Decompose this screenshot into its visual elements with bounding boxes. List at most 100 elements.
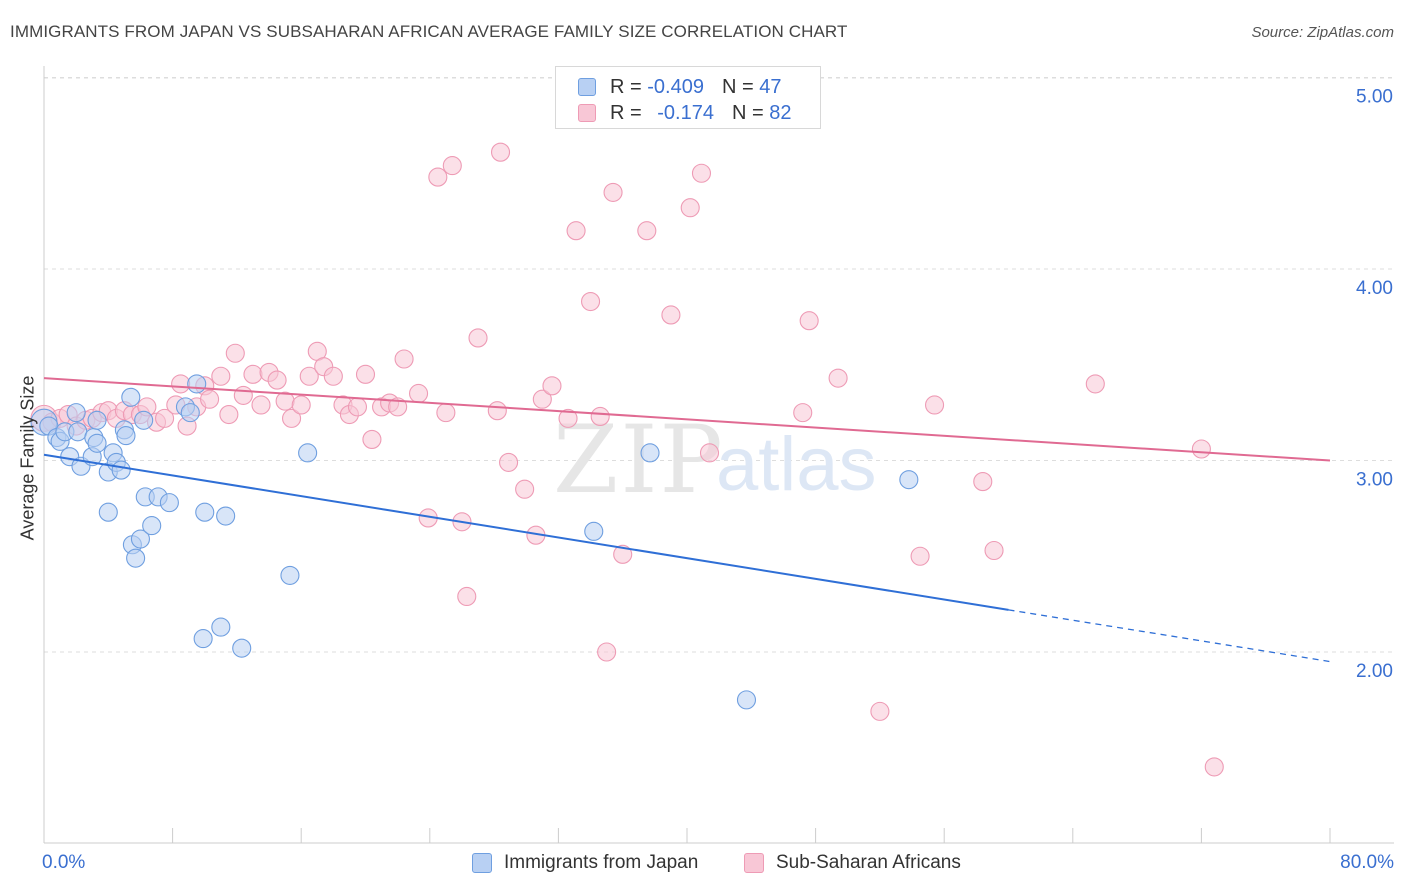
y-tick-label: 2.00 — [1356, 661, 1393, 682]
sub-saharan-point — [291, 395, 311, 415]
sub-saharan-point — [211, 366, 231, 386]
sub-saharan-point — [566, 221, 586, 241]
legend-n-value-japan: 47 — [759, 75, 782, 98]
japan-point — [216, 506, 236, 526]
sub-saharan-point — [155, 408, 175, 428]
japan-point — [98, 502, 118, 522]
legend-item-japan[interactable]: Immigrants from Japan — [472, 852, 698, 874]
sub-saharan-point — [910, 546, 930, 566]
watermark-zip: ZIP — [553, 406, 725, 515]
y-tick-labels: 2.00 3.00 4.00 5.00 — [1356, 87, 1393, 683]
watermark: ZIP atlas — [553, 406, 877, 515]
sub-saharan-point — [580, 292, 601, 312]
sub-saharan-point — [347, 397, 368, 417]
japan-point — [159, 493, 179, 513]
sub-saharan-point — [251, 395, 271, 415]
axes — [43, 66, 1394, 844]
legend-r-value-subsaharan: -0.174 — [657, 101, 714, 124]
japan-point — [640, 443, 660, 463]
correlation-legend: R = -0.409 N = 47 R = -0.174 N = 82 — [555, 66, 821, 129]
legend-label-subsaharan: Sub-Saharan Africans — [776, 852, 961, 873]
sub-saharan-point — [925, 395, 945, 415]
sub-saharan-point — [323, 366, 343, 386]
y-tick-label: 3.00 — [1356, 470, 1393, 491]
sub-saharan-point — [299, 366, 319, 386]
sub-saharan-point — [590, 406, 610, 427]
sub-saharan-point — [558, 408, 578, 428]
japan-point — [193, 629, 213, 649]
japan-point — [180, 403, 200, 423]
sub-saharan-point — [597, 642, 617, 662]
japan-point — [142, 516, 162, 536]
legend-item-subsaharan[interactable]: Sub-Saharan Africans — [744, 852, 961, 874]
japan-point — [195, 502, 215, 522]
sub-saharan-point — [225, 343, 245, 363]
sub-saharan-point — [282, 408, 302, 428]
legend-r-label: R = — [610, 75, 648, 98]
source-label: Source: ZipAtlas.com — [1251, 24, 1394, 41]
sub-saharan-point — [428, 167, 448, 187]
sub-saharan-trend-line — [43, 377, 1331, 462]
sub-saharan-point — [1085, 374, 1105, 394]
japan-point — [232, 638, 252, 658]
japan-point — [130, 529, 150, 549]
legend-n-value-subsaharan: 82 — [769, 101, 792, 124]
sub-saharan-point — [355, 364, 376, 384]
sub-saharan-point — [267, 370, 287, 390]
japan-point — [66, 403, 86, 423]
sub-saharan-point — [680, 198, 700, 218]
sub-saharan-point — [1191, 439, 1211, 459]
sub-saharan-point — [233, 385, 253, 405]
japan-points — [30, 374, 919, 710]
japan-point — [584, 521, 604, 541]
sub-saharan-point — [532, 389, 552, 409]
sub-saharan-point — [661, 305, 681, 325]
x-tick-min: 0.0% — [42, 852, 86, 873]
sub-saharan-point — [1204, 757, 1224, 777]
sub-saharan-point — [973, 472, 993, 492]
sub-saharan-point — [219, 404, 239, 425]
legend-swatch-japan — [472, 853, 492, 873]
x-tick-max: 80.0% — [1340, 852, 1394, 873]
japan-point — [87, 410, 107, 430]
sub-saharan-point — [542, 376, 562, 396]
japan-point — [280, 565, 300, 585]
y-axis-label: Average Family Size — [17, 375, 38, 541]
chart-title: IMMIGRANTS FROM JAPAN VS SUBSAHARAN AFRI… — [10, 22, 848, 41]
japan-point — [187, 374, 207, 394]
legend-swatch-subsaharan — [578, 104, 596, 122]
sub-saharan-point — [637, 221, 657, 241]
japan-point — [126, 548, 146, 568]
sub-saharan-point — [613, 544, 633, 564]
legend-r-value-japan: -0.409 — [647, 75, 704, 98]
sub-saharan-point — [408, 383, 429, 404]
sub-saharan-point — [171, 374, 191, 394]
legend-n-label: N = — [721, 75, 760, 98]
legend-r-label: R = — [610, 101, 648, 124]
legend-swatch-japan — [578, 78, 596, 96]
watermark-atlas: atlas — [716, 422, 877, 507]
japan-point — [211, 617, 231, 637]
japan-point — [116, 426, 136, 446]
sub-saharan-point — [468, 328, 488, 348]
y-tick-label: 4.00 — [1356, 278, 1393, 299]
sub-saharan-point — [828, 368, 848, 388]
y-tick-label: 5.00 — [1356, 87, 1393, 108]
sub-saharan-point — [457, 586, 477, 607]
sub-saharan-point — [515, 479, 535, 499]
japan-point — [899, 470, 919, 490]
legend-label-japan: Immigrants from Japan — [504, 852, 699, 873]
sub-saharan-point — [799, 311, 819, 331]
sub-saharan-point — [793, 403, 813, 423]
japan-point — [736, 690, 757, 710]
sub-saharan-point — [487, 401, 507, 421]
trend-lines — [43, 377, 1331, 663]
sub-saharan-point — [436, 403, 456, 423]
sub-saharan-point — [699, 443, 720, 463]
sub-saharan-point — [603, 182, 623, 202]
japan-point — [298, 443, 318, 463]
sub-saharan-point — [394, 349, 414, 369]
sub-saharan-point — [243, 364, 263, 384]
sub-saharan-point — [442, 156, 462, 176]
